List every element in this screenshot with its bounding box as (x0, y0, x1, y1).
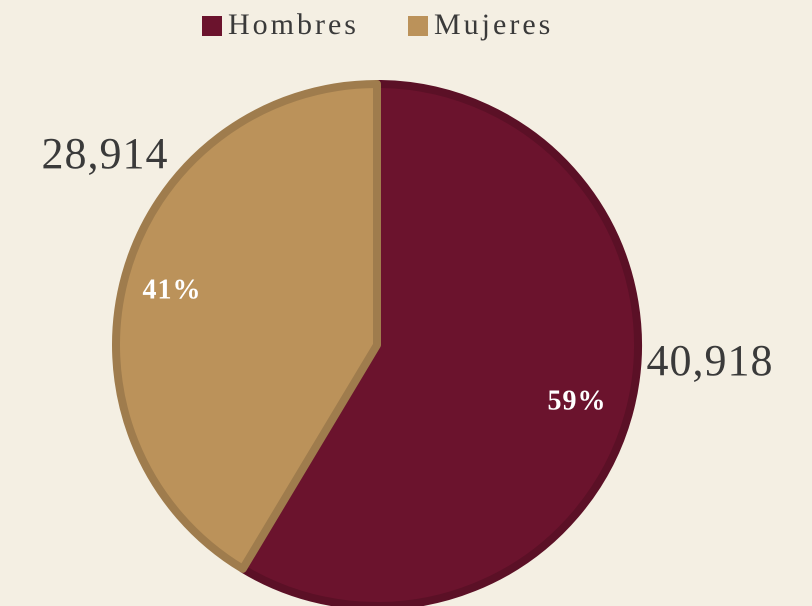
legend-swatch (408, 16, 428, 36)
legend-label: Hombres (228, 8, 359, 41)
legend-label: Mujeres (434, 8, 553, 41)
legend-swatch (202, 16, 222, 36)
percentage-label: 41% (143, 274, 202, 305)
pie-slice (112, 80, 381, 573)
value-label: 28,914 (42, 129, 169, 178)
value-label: 40,918 (647, 336, 774, 385)
percentage-label: 59% (548, 385, 607, 416)
